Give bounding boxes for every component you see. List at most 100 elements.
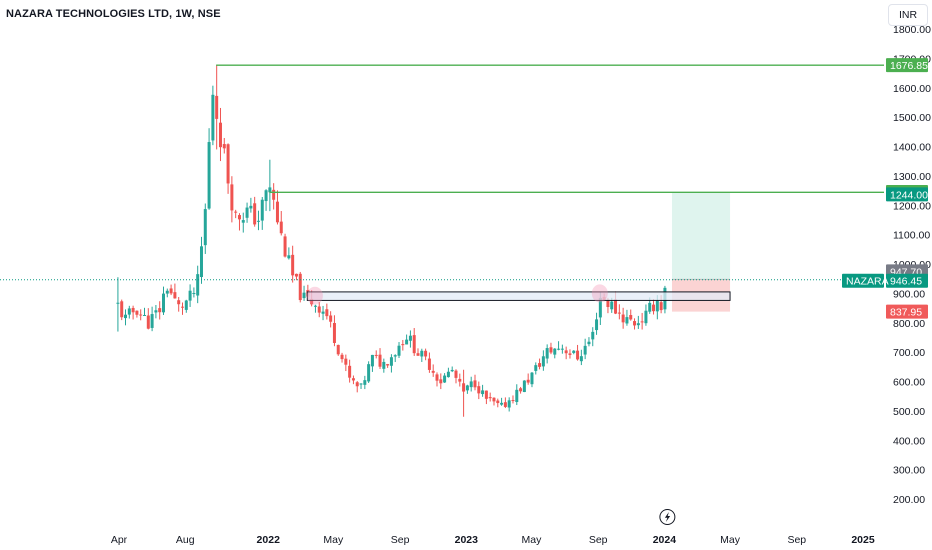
candle-body <box>253 203 256 224</box>
candle-body <box>443 376 446 383</box>
candle-body <box>436 374 439 380</box>
level-badge: 1676.85 <box>890 60 928 72</box>
candle-body <box>451 370 454 371</box>
candle-body <box>337 345 340 354</box>
candle-body <box>287 255 290 258</box>
candle-body <box>158 308 161 312</box>
candle-body <box>473 380 476 387</box>
supply-zone-box[interactable] <box>307 292 730 301</box>
candle-body <box>344 359 347 365</box>
candle-body <box>439 379 442 383</box>
candle-body <box>177 300 180 304</box>
candle-body <box>618 313 621 314</box>
candle-body <box>477 386 480 393</box>
candle-body <box>652 305 655 312</box>
candle-body <box>151 314 154 328</box>
candle-body <box>511 400 514 401</box>
x-tick-label: Aug <box>176 534 195 546</box>
candle-body <box>561 349 564 350</box>
candle-body <box>132 308 135 312</box>
y-tick-label: 400.00 <box>893 435 925 447</box>
candle-body <box>394 355 397 356</box>
candle-body <box>386 364 389 365</box>
candle-body <box>314 306 317 307</box>
candle-body <box>508 400 511 407</box>
stop-badge: 837.95 <box>890 307 922 319</box>
candle-body <box>318 306 321 312</box>
candle-body <box>219 123 222 147</box>
candle-body <box>420 351 423 357</box>
candle-body <box>135 311 138 315</box>
candle-body <box>633 321 636 325</box>
candle-body <box>223 144 226 148</box>
candle-body <box>371 355 374 366</box>
y-tick-label: 200.00 <box>893 494 925 506</box>
candle-body <box>200 246 203 277</box>
candle-body <box>363 380 366 385</box>
x-tick-label: Sep <box>787 534 806 546</box>
candle-body <box>515 390 518 402</box>
candle-body <box>492 398 495 402</box>
highlight-circle <box>307 287 323 305</box>
candle-body <box>405 340 408 345</box>
candle-body <box>401 344 404 345</box>
candle-body <box>504 402 507 407</box>
candle-body <box>280 222 283 234</box>
y-tick-label: 1100.00 <box>893 230 930 242</box>
candle-body <box>291 255 294 276</box>
candle-body <box>185 301 188 310</box>
x-tick-label: 2025 <box>851 534 875 546</box>
candle-body <box>496 401 499 403</box>
candle-body <box>143 315 146 316</box>
candle-body <box>576 351 579 360</box>
candle-body <box>527 380 530 383</box>
candle-body <box>595 319 598 330</box>
chart-extras <box>660 510 675 525</box>
x-tick-label: 2024 <box>653 534 677 546</box>
candle-body <box>481 390 484 394</box>
candle-body <box>147 316 150 329</box>
candle-body <box>629 315 632 319</box>
candle-body <box>367 364 370 381</box>
candle-body <box>322 312 325 314</box>
candle-body <box>572 351 575 353</box>
y-tick-label: 1200.00 <box>893 200 931 212</box>
candle-body <box>173 292 176 298</box>
candle-body <box>360 384 363 385</box>
y-tick-label: 300.00 <box>893 465 925 477</box>
candle-body <box>128 308 131 314</box>
target-zone[interactable] <box>672 192 730 279</box>
candle-body <box>622 315 625 323</box>
candle-body <box>485 391 488 399</box>
candle-body <box>348 366 351 378</box>
candle-body <box>234 212 237 213</box>
currency-button[interactable]: INR <box>888 4 928 26</box>
candle-body <box>584 346 587 355</box>
candle-body <box>417 353 420 356</box>
candle-body <box>268 187 271 192</box>
candle-body <box>557 349 560 350</box>
candle-body <box>249 206 252 209</box>
y-tick-label: 600.00 <box>893 377 925 389</box>
candle-body <box>208 142 211 208</box>
candle-body <box>660 302 663 310</box>
y-tick-label: 1500.00 <box>893 112 931 124</box>
candle-body <box>470 381 473 387</box>
candle-body <box>549 347 552 352</box>
x-tick-label: Sep <box>391 534 410 546</box>
candle-body <box>238 215 241 219</box>
candle-body <box>204 209 207 245</box>
y-tick-label: 1400.00 <box>893 142 931 154</box>
x-tick-label: Sep <box>589 534 608 546</box>
candle-body <box>257 221 260 222</box>
y-tick-label: 500.00 <box>893 406 925 418</box>
y-tick-label: 900.00 <box>893 288 925 300</box>
candle-body <box>196 274 199 295</box>
candle-body <box>295 274 298 277</box>
candle-body <box>530 373 533 385</box>
candle-body <box>303 293 306 298</box>
candle-body <box>565 350 568 353</box>
candle-body <box>553 349 556 355</box>
candle-body <box>610 302 613 310</box>
